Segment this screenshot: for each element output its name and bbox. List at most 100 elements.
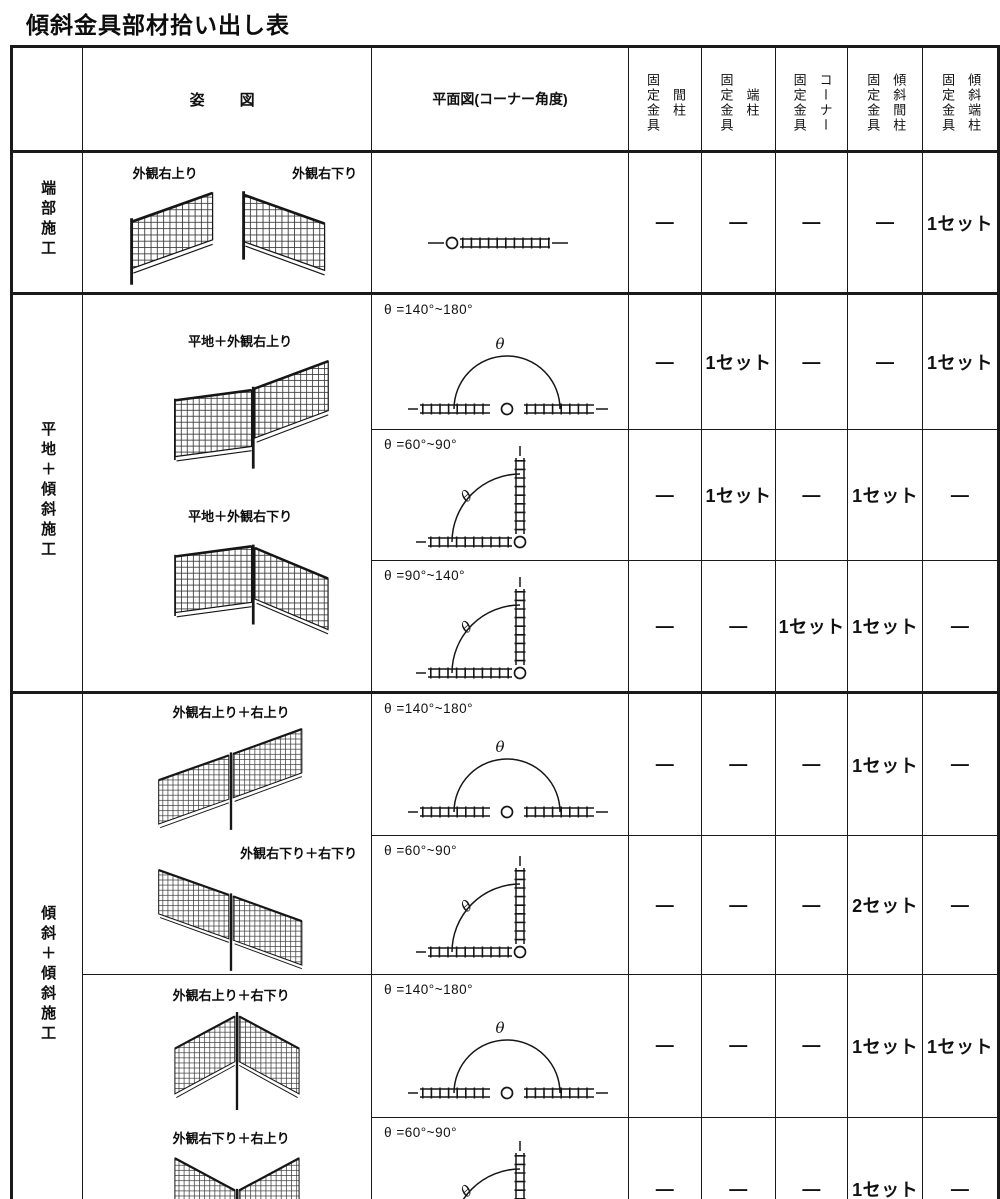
- group-label-end: 端部施工: [10, 150, 84, 294]
- plan-column-header: 平面図(コーナー角度): [371, 46, 629, 152]
- svg-text:θ: θ: [457, 897, 476, 916]
- value-cell: —: [701, 835, 776, 975]
- value-cell: —: [922, 835, 999, 975]
- value-cell: —: [701, 974, 776, 1118]
- value-cell: —: [627, 974, 703, 1118]
- part-header-keisha-hashira: 傾斜端柱 固定金具: [922, 46, 999, 152]
- fence-diagram-right-down: [242, 191, 326, 276]
- value-cell: —: [774, 974, 849, 1118]
- fence-diagram-right-up: [130, 191, 214, 285]
- value-cell: —: [627, 150, 703, 294]
- pose-label-right-up: 外観右上り: [132, 166, 198, 181]
- value-cell: —: [774, 1116, 849, 1199]
- pose-column-header-label: 姿 図: [189, 91, 265, 109]
- value-cell: —: [627, 560, 703, 693]
- plan-cell-semi: θ =140°~180° θ: [371, 690, 629, 837]
- value-cell: —: [627, 429, 703, 561]
- plan-cell-semi: θ =140°~180° θ: [371, 974, 629, 1118]
- pose-label-flat-up: 平地＋外観右上り: [188, 334, 293, 349]
- angle-label: θ =60°~90°: [384, 843, 457, 859]
- plan-column-header-label: 平面図(コーナー角度): [432, 91, 568, 107]
- plan-cell-quarter: θ =60°~90° θ: [371, 1116, 629, 1199]
- value-cell: —: [701, 1116, 776, 1199]
- value-cell: —: [774, 292, 849, 430]
- pose-cell-slope-slope-b: 外観右上り＋右下り 外観右下り＋右上り: [82, 974, 373, 1199]
- pose-label-down-down: 外観右下り＋右下り: [240, 846, 358, 861]
- pose-label-flat-down: 平地＋外観右下り: [188, 509, 293, 524]
- fence-diagram-up-up: [158, 728, 303, 830]
- row-slope-slope-1: 傾斜＋傾斜施工 外観右上り＋右上り: [10, 690, 999, 1199]
- value-cell: —: [627, 292, 703, 430]
- value-cell: —: [774, 429, 849, 561]
- plan-cell-quarter: θ =60°~90° θ: [371, 835, 629, 975]
- row-flat-slope-3: θ =90°~140° θ: [12, 560, 999, 693]
- value-cell: —: [922, 1116, 999, 1199]
- pose-cell-flat-slope: 平地＋外観右上り 平地＋外観右下り: [82, 292, 373, 693]
- row-end-construction: 端部施工 外観右上り: [10, 150, 999, 294]
- value-cell: 1セット: [922, 150, 999, 294]
- header-row: 姿 図 平面図(コーナー角度) 間柱 固定金具 端柱 固定金具 コーナー 固定金…: [10, 46, 999, 152]
- corner-diagonal-cell: [10, 46, 84, 152]
- plan-cell-quarter: θ =90°~140° θ: [371, 560, 629, 693]
- plan-diagram-quarter: θ: [415, 577, 527, 680]
- value-cell: 1セット: [701, 429, 776, 561]
- pose-label-up-up: 外観右上り＋右上り: [172, 705, 290, 720]
- value-cell: —: [701, 150, 776, 294]
- svg-text:θ: θ: [457, 1182, 476, 1199]
- fence-diagram-valley: [174, 1157, 300, 1199]
- pose-cell-slope-slope-a: 外観右上り＋右上り 外観右下り＋右下り: [82, 691, 373, 975]
- row-slope-slope-3: 外観右上り＋右下り 外観右下り＋右上り: [12, 974, 999, 1199]
- pose-label-up-down: 外観右上り＋右下り: [172, 988, 290, 1003]
- value-cell: —: [922, 690, 999, 837]
- value-cell: —: [847, 292, 924, 430]
- svg-text:θ: θ: [495, 335, 504, 353]
- value-cell: —: [922, 560, 999, 693]
- parts-pickout-table: 姿 図 平面図(コーナー角度) 間柱 固定金具 端柱 固定金具 コーナー 固定金…: [10, 45, 1000, 1199]
- value-cell: —: [922, 429, 999, 561]
- plan-cell-end: [371, 150, 629, 294]
- angle-label: θ =140°~180°: [384, 701, 473, 716]
- part-header-corner: コーナー 固定金具: [774, 46, 849, 152]
- angle-label: θ =140°~180°: [384, 302, 473, 317]
- value-cell: 1セット: [847, 429, 924, 561]
- value-cell: —: [627, 1116, 703, 1199]
- row-slope-slope-2: θ =60°~90° θ: [12, 835, 999, 975]
- value-cell: —: [774, 835, 849, 975]
- value-cell: —: [701, 560, 776, 693]
- fence-diagram-down-down: [158, 869, 303, 971]
- pose-label-down-up: 外観右下り＋右上り: [172, 1131, 290, 1146]
- value-cell: 1セット: [922, 292, 999, 430]
- plan-diagram-semicircle: θ: [408, 1019, 608, 1100]
- plan-cell-quarter: θ =60°~90° θ: [371, 429, 629, 561]
- row-flat-slope-1: 平地＋傾斜施工 平地＋外観右上り: [10, 292, 999, 693]
- value-cell: 1セット: [847, 560, 924, 693]
- plan-diagram-quarter: θ: [457, 1141, 526, 1199]
- value-cell: 1セット: [847, 974, 924, 1118]
- angle-label: θ =60°~90°: [384, 1124, 457, 1140]
- plan-diagram-straight: [428, 236, 568, 249]
- value-cell: 2セット: [847, 835, 924, 975]
- part-header-keisha-mabashira: 傾斜間柱 固定金具: [847, 46, 924, 152]
- angle-label: θ =90°~140°: [384, 568, 465, 583]
- svg-text:θ: θ: [457, 487, 476, 506]
- value-cell: 1セット: [847, 690, 924, 837]
- value-cell: —: [627, 835, 703, 975]
- pose-column-header: 姿 図: [82, 46, 373, 152]
- value-cell: —: [774, 150, 849, 294]
- pose-label-right-down: 外観右下り: [292, 166, 358, 181]
- fence-diagram-flat-down: [174, 544, 329, 635]
- row-slope-slope-4: θ =60°~90° θ: [12, 1116, 999, 1199]
- value-cell: —: [701, 690, 776, 837]
- value-cell: 1セット: [922, 974, 999, 1118]
- angle-label: θ =140°~180°: [384, 982, 473, 997]
- value-cell: 1セット: [847, 1116, 924, 1199]
- plan-diagram-quarter: θ: [415, 856, 527, 959]
- fence-diagram-flat-up: [174, 360, 329, 469]
- fence-diagram-peak: [174, 1012, 300, 1110]
- value-cell: 1セット: [774, 560, 849, 693]
- plan-diagram-quarter: θ: [415, 446, 527, 549]
- svg-text:θ: θ: [495, 1019, 504, 1037]
- row-flat-slope-2: θ =60°~90° θ: [12, 429, 999, 561]
- value-cell: —: [627, 690, 703, 837]
